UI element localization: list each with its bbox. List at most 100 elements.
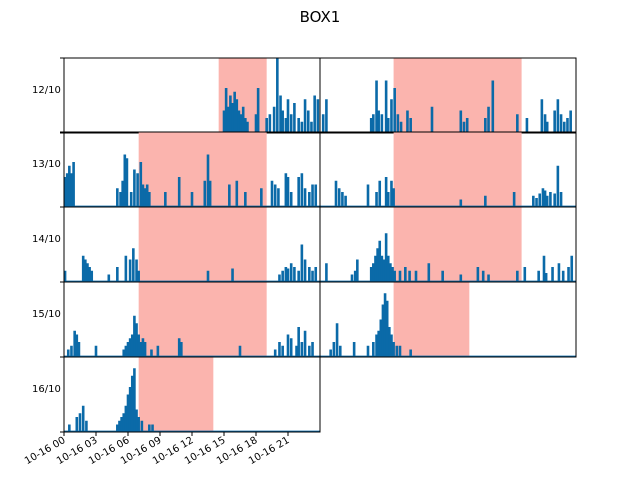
data-bar [559, 192, 563, 207]
data-bar [516, 114, 519, 133]
data-bar [484, 118, 487, 133]
data-bar [512, 192, 516, 207]
data-bar [135, 259, 138, 282]
data-bar [281, 345, 284, 357]
data-bar [381, 304, 385, 357]
data-bar [350, 274, 354, 282]
data-bar [406, 110, 409, 133]
data-bar [297, 327, 300, 357]
data-bar [551, 267, 554, 282]
data-bar [129, 192, 133, 207]
data-bar [241, 106, 245, 133]
data-bar [303, 259, 307, 282]
data-bar [542, 255, 546, 282]
data-bar [141, 338, 145, 357]
data-bar [235, 99, 239, 133]
data-bar [408, 270, 411, 282]
data-bar [206, 154, 210, 207]
data-bar [303, 330, 307, 357]
panel-12/10-col1 [319, 57, 577, 134]
data-bar [334, 180, 338, 207]
data-bar [81, 255, 85, 282]
data-bar [313, 95, 316, 133]
data-bar [369, 267, 373, 282]
data-bar [222, 110, 226, 133]
data-bar [559, 114, 563, 133]
data-bar [376, 248, 379, 282]
data-bar [68, 165, 71, 207]
data-bar [303, 99, 307, 133]
data-bar [338, 345, 342, 357]
data-bar [70, 345, 73, 357]
data-bar [553, 110, 556, 133]
data-bar [377, 330, 380, 357]
data-bar [284, 267, 288, 282]
data-bar [281, 110, 284, 133]
row-label: 14/10 [32, 234, 61, 245]
data-bar [256, 88, 260, 133]
data-bar [341, 192, 344, 207]
data-bar [386, 255, 390, 282]
data-bar [164, 192, 167, 207]
data-bar [395, 345, 399, 357]
data-bar [352, 342, 356, 357]
data-bar [430, 106, 434, 133]
data-bar [306, 110, 310, 133]
data-bar [119, 192, 122, 207]
data-bar [293, 103, 296, 133]
data-bar [88, 267, 91, 282]
data-bar [537, 270, 540, 282]
data-bar [277, 188, 280, 207]
data-bar [148, 192, 151, 207]
data-bar [481, 270, 485, 282]
data-bar [476, 267, 480, 282]
data-bar [231, 268, 234, 282]
data-bar [272, 106, 276, 133]
data-bar [151, 424, 154, 432]
data-bar [66, 349, 70, 357]
data-bar [543, 190, 547, 207]
panel-15/10-col1 [319, 281, 577, 358]
data-bar [516, 270, 519, 282]
data-bar [396, 114, 400, 133]
data-bar [398, 345, 402, 357]
data-bar [84, 259, 87, 282]
data-bar [459, 274, 463, 282]
data-bar [308, 192, 311, 207]
data-bar [310, 121, 313, 133]
data-bar [383, 293, 387, 357]
data-bar [375, 192, 378, 207]
data-bar [286, 177, 290, 207]
data-bar [123, 154, 127, 207]
data-bar [229, 95, 232, 133]
data-bar [462, 121, 466, 133]
data-bar [268, 114, 272, 133]
data-bar [177, 338, 181, 357]
data-bar [224, 88, 228, 133]
data-bar [276, 58, 279, 133]
panel-14/10-col1 [319, 206, 577, 283]
data-bar [226, 106, 230, 133]
data-bar [190, 192, 194, 207]
data-bar [459, 199, 463, 207]
data-bar [90, 270, 94, 282]
data-bar [375, 80, 378, 133]
data-bar [265, 118, 268, 133]
data-bar [303, 188, 307, 207]
data-bar [459, 110, 463, 133]
data-bar [366, 345, 370, 357]
data-bar [392, 188, 395, 207]
data-bar [81, 405, 85, 432]
data-bar [314, 184, 318, 207]
data-bar [65, 173, 69, 207]
data-bar [254, 114, 258, 133]
shaded-span [138, 207, 267, 282]
data-bar [135, 409, 138, 432]
data-bar [316, 99, 320, 133]
data-bar [398, 270, 402, 282]
row-labels-group: 12/10 13/10 14/10 15/10 16/10 [32, 57, 64, 433]
data-bar [553, 193, 556, 207]
panel-14/10-col0 [63, 206, 321, 283]
data-bar [289, 192, 293, 207]
